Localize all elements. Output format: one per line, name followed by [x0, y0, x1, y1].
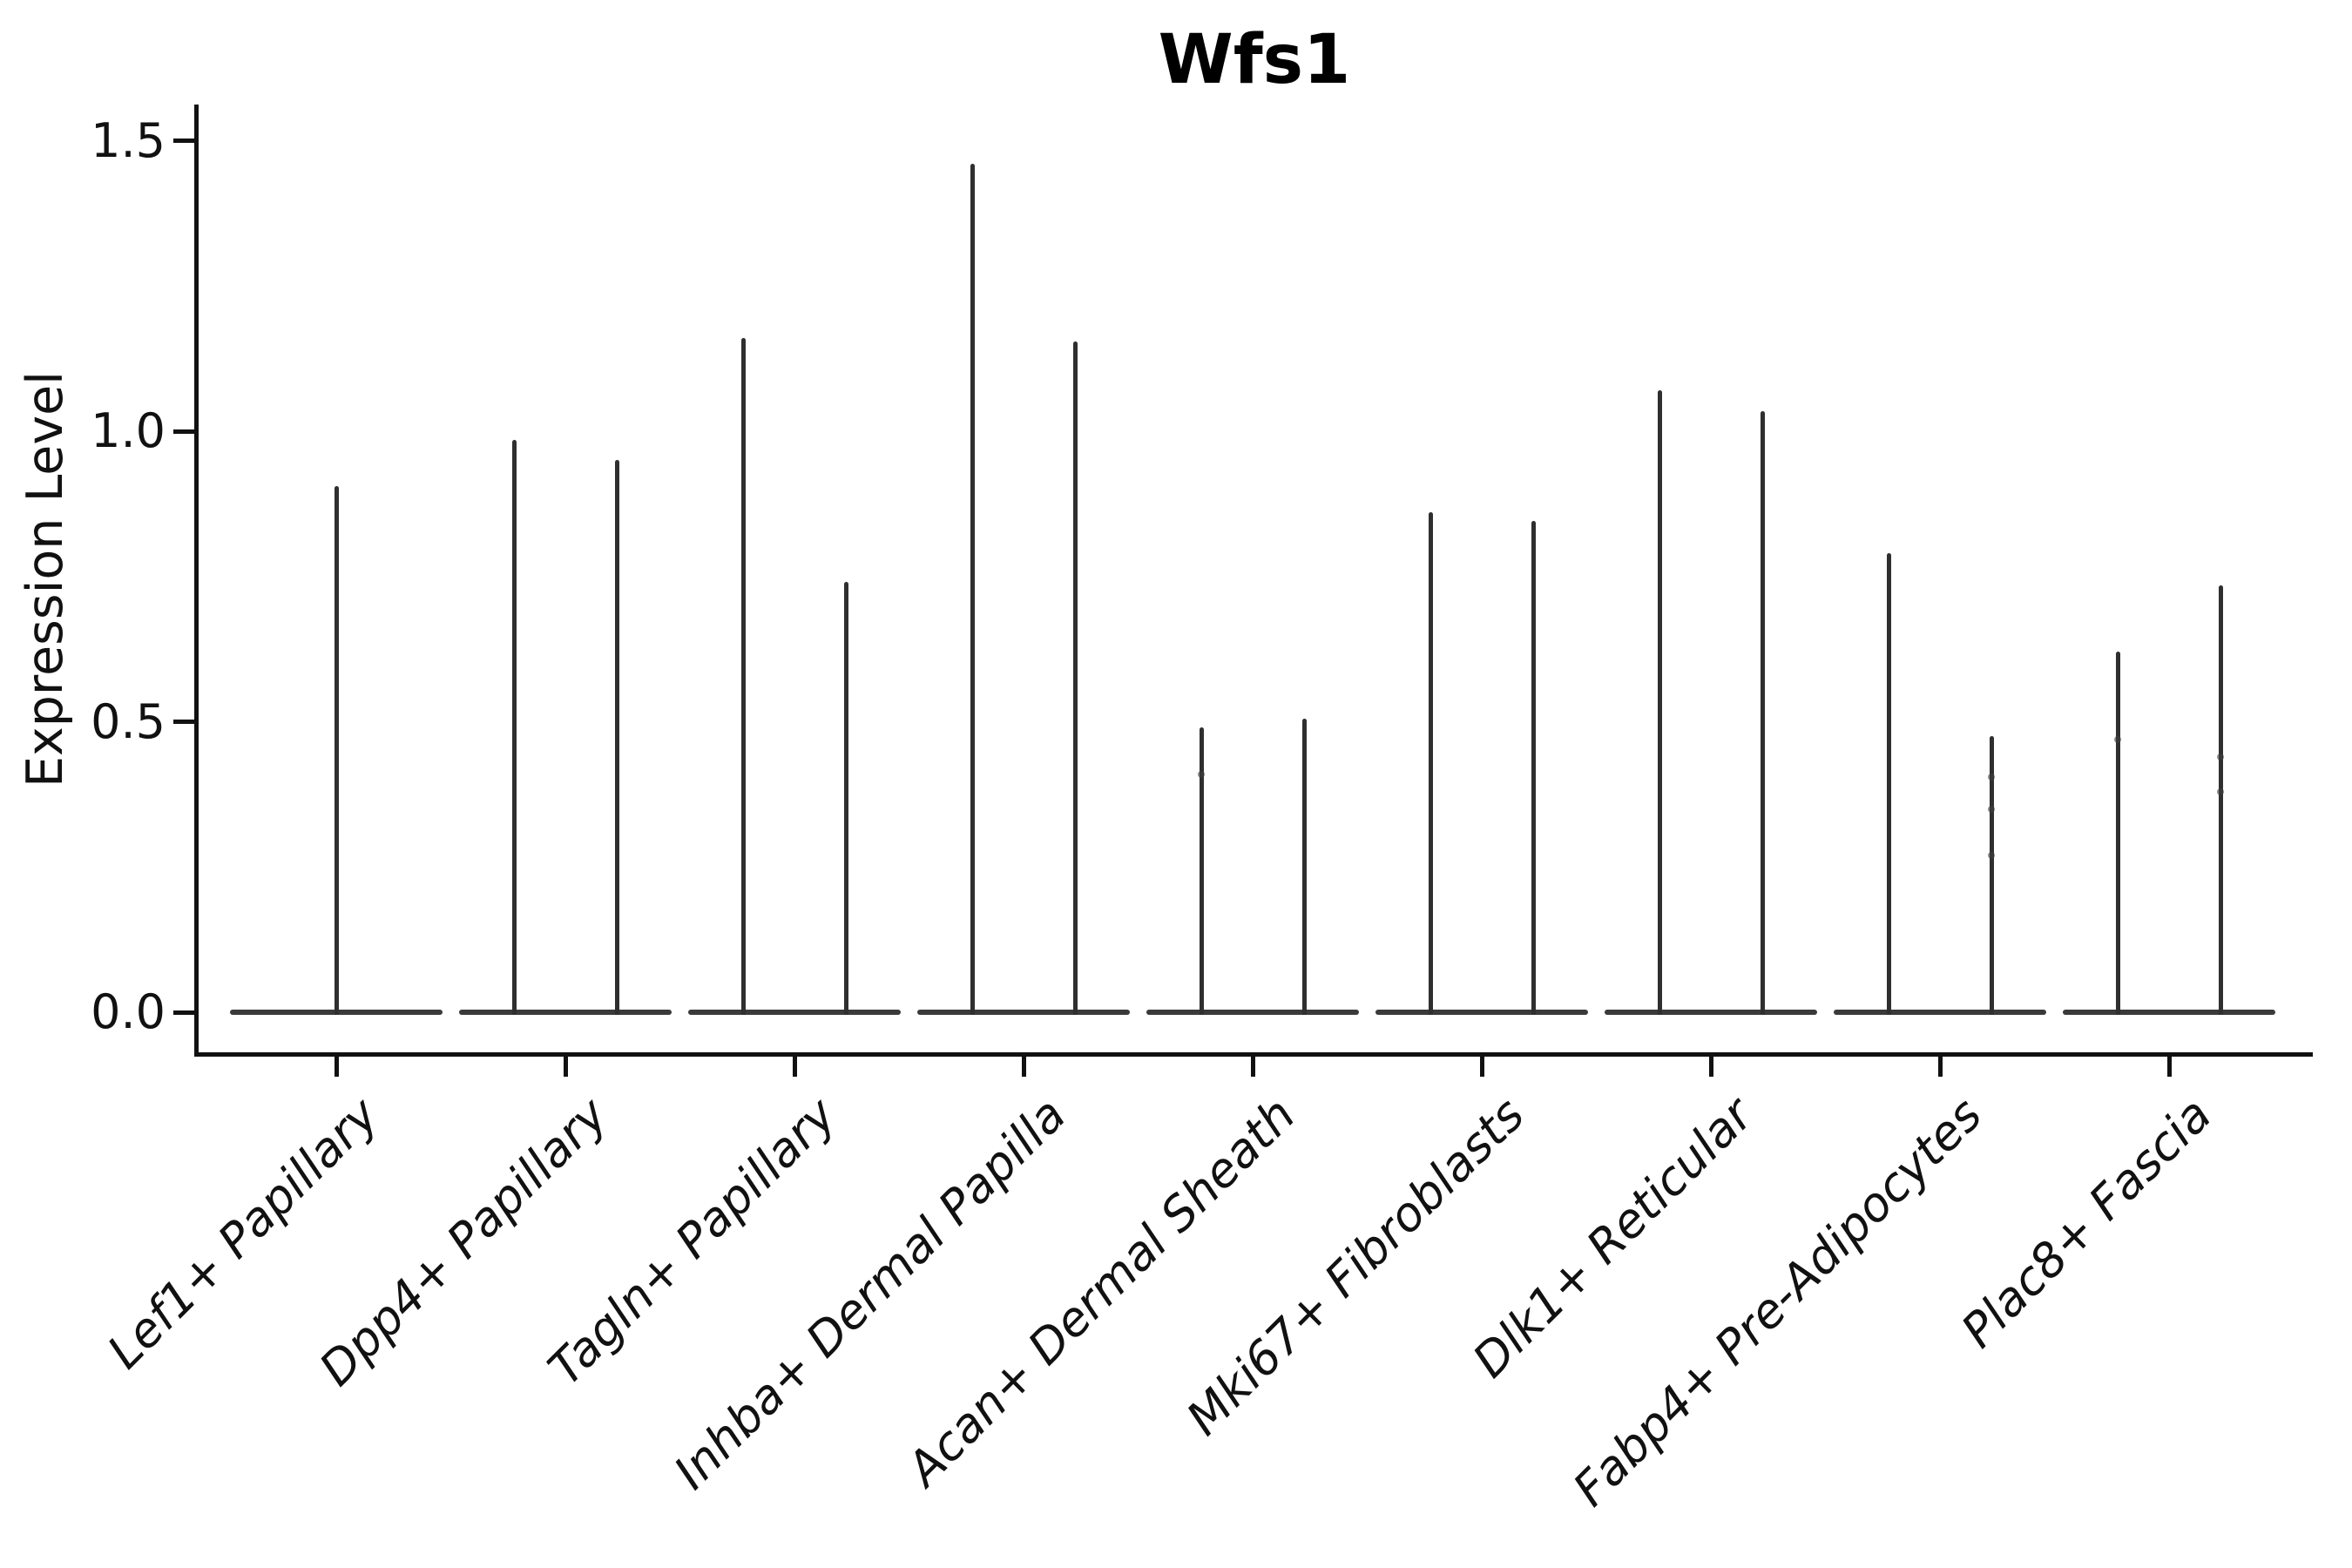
category-label: Inhba+ Dermal Papilla	[663, 1086, 1077, 1500]
violin-base	[688, 1010, 901, 1015]
jitter-dot	[2217, 787, 2224, 795]
x-tick-mark	[792, 1057, 797, 1077]
violin-spike	[1072, 341, 1078, 1015]
y-tick-label: 0.0	[91, 984, 166, 1039]
violin-spike	[1428, 512, 1433, 1015]
chart-title: Wfs1	[1158, 21, 1351, 99]
y-tick-label: 0.5	[91, 693, 166, 749]
y-tick-mark	[173, 139, 194, 143]
x-tick-mark	[563, 1057, 568, 1077]
category-label: Fabp4+ Pre-Adipocytes	[1563, 1086, 1993, 1517]
violin-spike	[1886, 553, 1891, 1015]
x-tick-mark	[1021, 1057, 1026, 1077]
violin-spike	[614, 460, 619, 1015]
category-label: Acan+ Dermal Sheath	[896, 1086, 1306, 1497]
violin-spike	[1531, 521, 1536, 1015]
jitter-dot	[2114, 735, 2121, 743]
violin-base	[2063, 1010, 2275, 1015]
x-tick-mark	[1937, 1057, 1943, 1077]
y-tick-label: 1.5	[91, 112, 166, 168]
violin-base	[917, 1010, 1130, 1015]
category-label: Plac8+ Fascia	[1950, 1086, 2222, 1359]
violin-spike	[1657, 390, 1662, 1015]
y-tick-mark	[173, 1010, 194, 1015]
y-tick-label: 1.0	[91, 403, 166, 458]
violin-spike	[2115, 652, 2120, 1015]
violin-base	[1146, 1010, 1359, 1015]
violin-base	[1605, 1010, 1817, 1015]
violin-spike	[334, 486, 339, 1015]
x-tick-mark	[1250, 1057, 1255, 1077]
violin-spike	[2218, 585, 2223, 1015]
violin-spike	[1301, 719, 1307, 1015]
x-tick-mark	[1479, 1057, 1484, 1077]
x-tick-mark	[2166, 1057, 2172, 1077]
y-axis-spine	[194, 105, 199, 1057]
jitter-dot	[2217, 753, 2224, 760]
jitter-dot	[1198, 770, 1205, 778]
jitter-dot	[1988, 773, 1995, 781]
violin-spike	[970, 164, 975, 1015]
violin-spike	[740, 338, 746, 1015]
y-tick-mark	[173, 720, 194, 724]
x-tick-mark	[1708, 1057, 1713, 1077]
jitter-dot	[1988, 805, 1995, 813]
y-tick-mark	[173, 429, 194, 434]
violin-spike	[511, 440, 517, 1015]
violin-spike	[843, 582, 848, 1015]
violin-base	[1375, 1010, 1588, 1015]
x-axis-spine	[194, 1052, 2313, 1057]
violin-base	[459, 1010, 672, 1015]
x-tick-mark	[334, 1057, 339, 1077]
violin-base	[1834, 1010, 2046, 1015]
violin-spike	[1199, 727, 1204, 1015]
jitter-dot	[1988, 851, 1995, 859]
violin-spike	[1760, 410, 1765, 1015]
violin-spike	[1989, 736, 1994, 1015]
